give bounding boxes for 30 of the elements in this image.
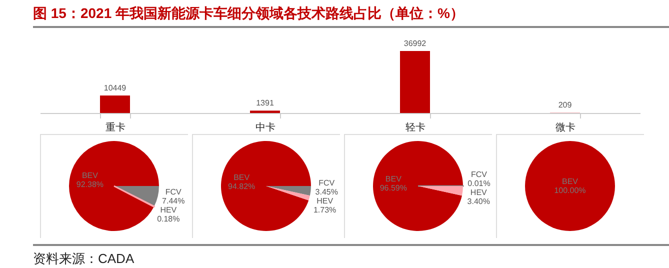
data-label: 94.82% [228,182,256,191]
slice-label: BEV [234,172,250,182]
data-label: 100.00% [554,186,586,195]
slice-label: BEV [562,177,579,186]
slice-label: FCV [318,178,336,188]
data-label: 209 [558,100,572,110]
text: 资料来源：CADA [33,244,669,268]
x-tick-label: 重卡 [106,122,126,134]
slice-label: BEV [385,174,402,184]
data-label: 10449 [104,83,127,92]
data-label: 96.59% [380,183,407,192]
data-label: 36992 [404,39,427,48]
data-label: 0.18% [157,214,180,224]
x-tick-label: 中卡 [256,122,276,134]
data-label: 3.40% [467,197,490,206]
x-tick-label: 微卡 [556,122,576,134]
data-label: 1.73% [313,205,336,214]
slice-label: HEV [160,206,178,215]
x-tick-label: 轻卡 [406,122,426,134]
slice-label: BEV [82,171,99,180]
slice-label: HEV [470,188,488,198]
data-label: 7.44% [162,196,185,206]
chart-title: 图 15：2021 年我国新能源卡车细分领域各技术路线占比（单位：%） [33,0,669,28]
data-label: 92.38% [76,180,104,190]
data-label: 1391 [256,98,274,108]
slice-label: FCV [471,170,488,180]
slice-label: HEV [316,196,334,206]
slice-label: FCV [165,188,182,197]
data-label: 0.01% [468,179,490,188]
data-label: 3.45% [315,187,338,196]
